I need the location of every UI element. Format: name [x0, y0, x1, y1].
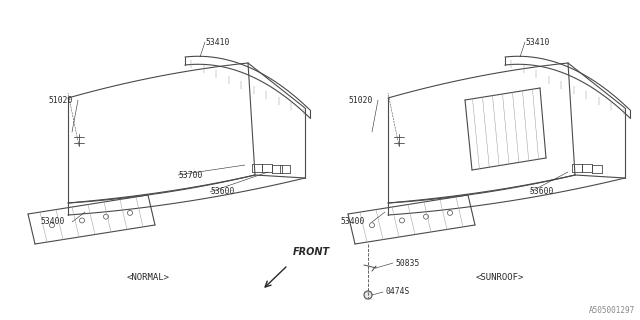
Text: 53410: 53410	[205, 37, 229, 46]
Text: <SUNROOF>: <SUNROOF>	[476, 274, 524, 283]
Text: 51020: 51020	[348, 95, 372, 105]
Text: 51020: 51020	[48, 95, 72, 105]
Text: 50835: 50835	[395, 259, 419, 268]
Text: 53400: 53400	[40, 218, 65, 227]
Text: 53700: 53700	[178, 171, 202, 180]
Text: 53410: 53410	[525, 37, 549, 46]
Text: 53400: 53400	[340, 218, 364, 227]
Text: FRONT: FRONT	[293, 247, 330, 257]
Text: <NORMAL>: <NORMAL>	[127, 274, 170, 283]
Text: 53600: 53600	[530, 188, 554, 196]
Text: 53600: 53600	[210, 188, 234, 196]
Text: 0474S: 0474S	[385, 287, 410, 297]
Text: A505001297: A505001297	[589, 306, 635, 315]
